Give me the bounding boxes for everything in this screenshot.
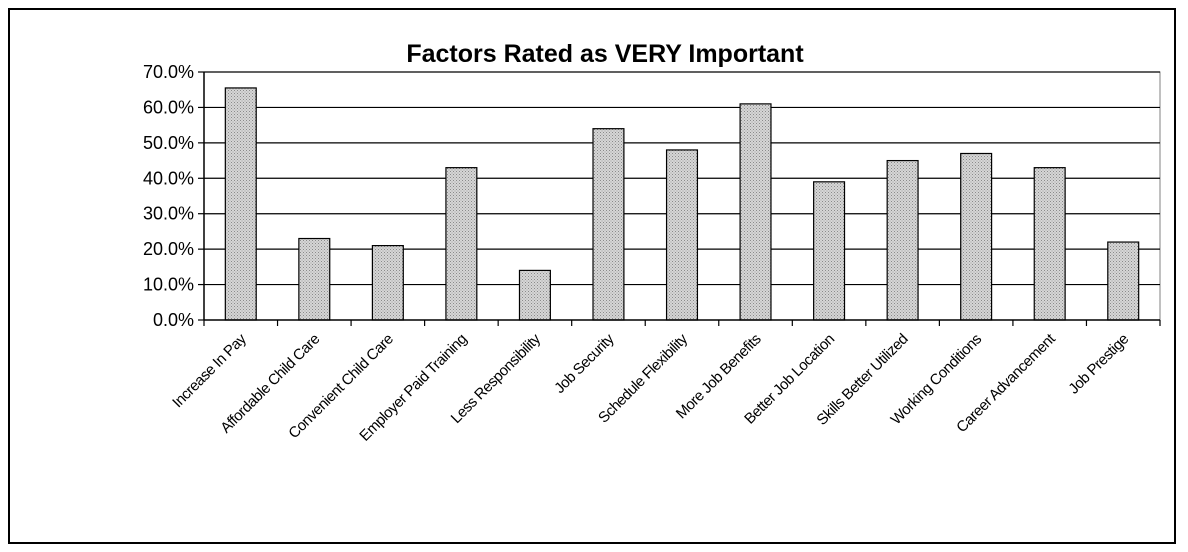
chart-title: Factors Rated as VERY Important <box>406 40 804 68</box>
bar <box>592 128 625 321</box>
bar <box>813 181 846 321</box>
y-tick-label: 70.0% <box>143 62 194 82</box>
bar <box>518 269 551 321</box>
y-tick-label: 0.0% <box>153 310 194 330</box>
bar <box>1107 241 1140 321</box>
bar <box>739 103 772 321</box>
y-tick-label: 50.0% <box>143 133 194 153</box>
bar <box>665 149 699 321</box>
y-axis: 0.0% 10.0% 20.0% 30.0% 40.0% 50.0% 60.0% 70.0% <box>143 62 205 330</box>
bar <box>224 87 257 321</box>
bar <box>298 237 331 321</box>
bars <box>224 87 1140 321</box>
bar <box>445 167 478 321</box>
y-tick-label: 20.0% <box>143 239 194 259</box>
x-tick-label: Increase In Pay <box>169 330 250 411</box>
bar <box>886 159 919 321</box>
y-tick-label: 60.0% <box>143 97 194 117</box>
bar <box>960 152 993 321</box>
bar <box>1033 167 1066 321</box>
y-tick-label: 40.0% <box>143 168 194 188</box>
x-tick-label: Job Security <box>551 330 618 397</box>
x-tick-label: Job Prestige <box>1065 331 1132 398</box>
y-tick-label: 10.0% <box>143 275 194 295</box>
bar <box>371 245 404 321</box>
y-tick-label: 30.0% <box>143 204 194 224</box>
